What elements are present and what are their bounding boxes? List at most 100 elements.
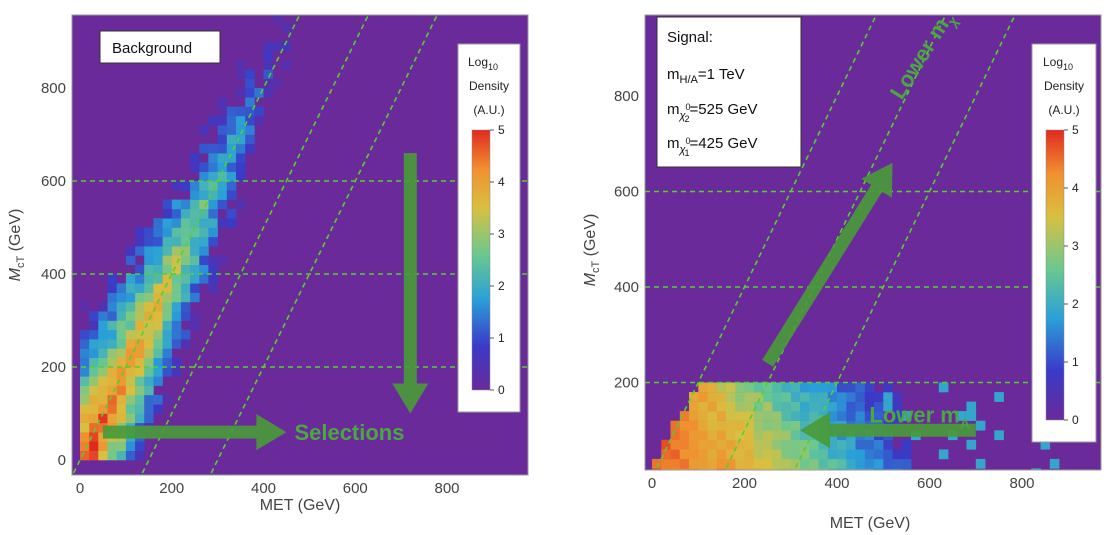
heatmap-bin bbox=[236, 125, 246, 135]
heatmap-bin bbox=[98, 450, 108, 461]
heatmap-bin bbox=[781, 439, 792, 450]
heatmap-bin bbox=[846, 401, 856, 412]
x-axis-label: MET (GeV) bbox=[260, 497, 341, 514]
colorbar-tick-label: 1 bbox=[498, 331, 505, 345]
heatmap-bin bbox=[827, 392, 838, 402]
heatmap-bin bbox=[772, 468, 782, 470]
heatmap-bin bbox=[883, 401, 893, 412]
heatmap-bin bbox=[763, 458, 773, 469]
heatmap-bin bbox=[652, 468, 662, 470]
heatmap-bin bbox=[208, 283, 218, 293]
heatmap-bin bbox=[217, 181, 228, 191]
heatmap-bin bbox=[670, 439, 681, 450]
plot-frame bbox=[71, 14, 529, 476]
heatmap-bin bbox=[116, 348, 127, 358]
heatmap-bin bbox=[236, 60, 246, 70]
heatmap-bin bbox=[162, 329, 173, 340]
heatmap-bin bbox=[162, 264, 173, 275]
heatmap-bin bbox=[217, 255, 228, 265]
heatmap-bin bbox=[98, 367, 108, 377]
heatmap-bin bbox=[144, 348, 154, 358]
colorbar-tick-label: 0 bbox=[1072, 413, 1079, 427]
heatmap-bin bbox=[245, 97, 255, 107]
heatmap-bin bbox=[171, 236, 182, 247]
heatmap-bin bbox=[874, 411, 884, 421]
heatmap-bin bbox=[744, 411, 755, 421]
heatmap-bin bbox=[892, 449, 903, 460]
heatmap-bin bbox=[144, 311, 154, 321]
heatmap-bin bbox=[874, 392, 884, 402]
heatmap-bin bbox=[236, 106, 246, 117]
heatmap-bin bbox=[966, 411, 977, 421]
heatmap-bin bbox=[107, 441, 117, 451]
heatmap-bin bbox=[125, 450, 136, 461]
heatmap-bin bbox=[217, 134, 228, 145]
heatmap-bin bbox=[199, 274, 209, 284]
heatmap-bin bbox=[272, 41, 283, 52]
heatmap-bin bbox=[753, 420, 764, 431]
arrow bbox=[800, 412, 976, 449]
heatmap-bin bbox=[837, 401, 847, 412]
heatmap-bin bbox=[735, 382, 745, 393]
heatmap-bin bbox=[689, 430, 699, 441]
heatmap-bin bbox=[171, 255, 182, 265]
heatmap-bin bbox=[698, 449, 708, 460]
y-tick-label: 800 bbox=[41, 80, 66, 97]
heatmap-bin bbox=[153, 236, 163, 247]
heatmap-bin bbox=[144, 274, 154, 284]
heatmap-bin bbox=[818, 449, 829, 460]
heatmap-bin bbox=[855, 439, 866, 450]
heatmap-bin bbox=[809, 458, 819, 469]
heatmap-bin bbox=[698, 458, 708, 469]
heatmap-bin bbox=[1040, 439, 1051, 450]
heatmap-bin bbox=[679, 430, 690, 441]
heatmap-bin bbox=[190, 181, 200, 191]
heatmap-bin bbox=[772, 401, 782, 412]
heatmap-bin bbox=[679, 468, 690, 470]
heatmap-bin bbox=[135, 329, 145, 340]
heatmap-bin bbox=[107, 404, 117, 414]
heatmap-bin bbox=[698, 420, 708, 431]
heatmap-bin bbox=[892, 411, 903, 421]
heatmap-bin bbox=[208, 143, 218, 154]
heatmap-bin bbox=[153, 264, 163, 275]
heatmap-bin bbox=[171, 320, 182, 331]
heatmap-bin bbox=[837, 392, 847, 402]
heatmap-bin bbox=[116, 301, 127, 312]
heatmap-bin bbox=[226, 171, 237, 182]
heatmap-bin bbox=[245, 134, 255, 145]
heatmap-bin bbox=[125, 283, 136, 293]
heatmap-bin bbox=[763, 468, 773, 470]
heatmap-bin bbox=[254, 115, 264, 126]
heatmap-bin bbox=[781, 411, 792, 421]
heatmap-bin bbox=[790, 430, 801, 441]
heatmap-bin bbox=[698, 411, 708, 421]
heatmap-bin bbox=[199, 181, 209, 191]
heatmap-bin bbox=[217, 162, 228, 172]
heatmap-bin bbox=[190, 218, 200, 228]
heatmap-bin bbox=[98, 404, 108, 414]
heatmap-bin bbox=[790, 411, 801, 421]
heatmap-bin bbox=[226, 181, 237, 191]
y-tick-label: 200 bbox=[41, 359, 66, 376]
heatmap-bin bbox=[744, 382, 755, 393]
heatmap-bin bbox=[753, 458, 764, 469]
y-tick-label: 0 bbox=[58, 452, 66, 469]
colorbar-title: Log10 bbox=[468, 55, 498, 72]
heatmap-bin bbox=[975, 458, 986, 469]
heatmap-bin bbox=[827, 401, 838, 412]
heatmap-bin bbox=[180, 236, 191, 247]
heatmap-bin bbox=[837, 382, 847, 393]
heatmap-bin bbox=[153, 348, 163, 358]
heatmap-bin bbox=[217, 97, 228, 107]
heatmap-bin bbox=[827, 439, 838, 450]
heatmap-bin bbox=[818, 411, 829, 421]
heatmap-bin bbox=[744, 468, 755, 470]
heatmap-bin bbox=[763, 382, 773, 393]
heatmap-bin bbox=[89, 404, 99, 414]
heatmap-bin bbox=[199, 208, 209, 219]
colorbar-gradient bbox=[1045, 129, 1065, 421]
heatmap-bin bbox=[689, 449, 699, 460]
heatmap-bin bbox=[125, 385, 136, 396]
heatmap-bin bbox=[772, 420, 782, 431]
